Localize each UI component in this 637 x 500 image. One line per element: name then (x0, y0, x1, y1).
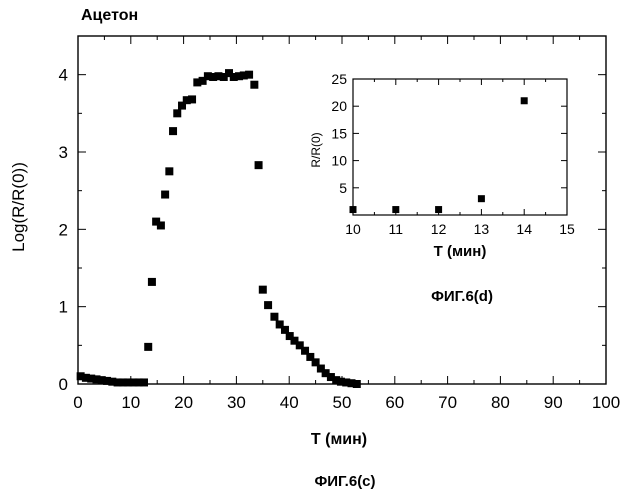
inset-data-point (392, 206, 399, 213)
main-plot-frame (78, 36, 606, 384)
inset-y-tick-label: 5 (339, 180, 347, 196)
main-x-tick-label: 10 (121, 393, 140, 412)
inset-data-point (435, 206, 442, 213)
main-data-point (144, 343, 152, 351)
inset-axis-ticks (353, 79, 567, 215)
main-data-point (161, 191, 169, 199)
main-x-tick-labels: 0 10 20 30 40 50 60 70 80 90 100 (73, 393, 620, 412)
inset-y-tick-label: 20 (331, 98, 347, 114)
inset-plot-frame (353, 79, 567, 215)
main-y-tick-label: 1 (59, 298, 68, 317)
inset-x-tick-label: 12 (431, 221, 447, 237)
main-x-tick-label: 90 (544, 393, 563, 412)
main-data-point (157, 221, 165, 229)
inset-data-point (521, 97, 528, 104)
figure-caption-c: ФИГ.6(c) (314, 473, 375, 490)
main-x-tick-label: 80 (491, 393, 510, 412)
main-data-point (270, 313, 278, 321)
main-axis-ticks (78, 36, 606, 384)
main-y-tick-label: 4 (59, 66, 68, 85)
main-x-tick-label: 40 (280, 393, 299, 412)
main-data-point (245, 71, 253, 79)
main-data-point (173, 109, 181, 117)
main-data-points (77, 69, 361, 388)
main-x-tick-label: 50 (333, 393, 352, 412)
main-data-point (353, 380, 361, 388)
main-data-point (148, 278, 156, 286)
main-data-point (140, 378, 148, 386)
inset-x-axis-label: T (мин) (434, 243, 487, 260)
main-x-tick-label: 100 (592, 393, 620, 412)
main-y-axis-label: Log(R/R(0)) (9, 162, 28, 252)
inset-x-tick-label: 15 (559, 221, 575, 237)
main-x-tick-label: 20 (174, 393, 193, 412)
inset-y-tick-label: 25 (331, 71, 347, 87)
main-data-point (255, 161, 263, 169)
main-data-point (264, 301, 272, 309)
main-y-tick-label: 0 (59, 375, 68, 394)
inset-x-tick-label: 10 (345, 221, 361, 237)
main-data-point (188, 95, 196, 103)
inset-y-tick-label: 15 (331, 125, 347, 141)
inset-x-tick-label: 11 (389, 221, 404, 237)
inset-y-tick-label: 10 (331, 153, 347, 169)
main-x-tick-label: 60 (385, 393, 404, 412)
main-data-point (250, 81, 258, 89)
chart-title: Ацетон (81, 7, 138, 24)
inset-x-tick-label: 13 (474, 221, 490, 237)
main-data-point (169, 127, 177, 135)
main-data-point (259, 286, 267, 294)
figure-caption-d: ФИГ.6(d) (431, 288, 493, 305)
inset-y-tick-labels: 5 10 15 20 25 (331, 71, 347, 196)
main-x-tick-label: 70 (438, 393, 457, 412)
main-x-tick-label: 30 (227, 393, 246, 412)
inset-data-point (478, 195, 485, 202)
main-y-tick-label: 3 (59, 143, 68, 162)
inset-x-tick-labels: 10 11 12 13 14 15 (345, 221, 575, 237)
main-y-tick-label: 2 (59, 220, 68, 239)
main-x-tick-label: 0 (73, 393, 82, 412)
main-y-tick-labels: 0 1 2 3 4 (59, 66, 68, 394)
inset-x-tick-label: 14 (516, 221, 532, 237)
inset-data-points (350, 97, 528, 213)
inset-y-axis-label: R/R(0) (309, 132, 323, 167)
inset-data-point (350, 206, 357, 213)
main-data-point (165, 167, 173, 175)
main-x-axis-label: T (мин) (311, 431, 367, 448)
